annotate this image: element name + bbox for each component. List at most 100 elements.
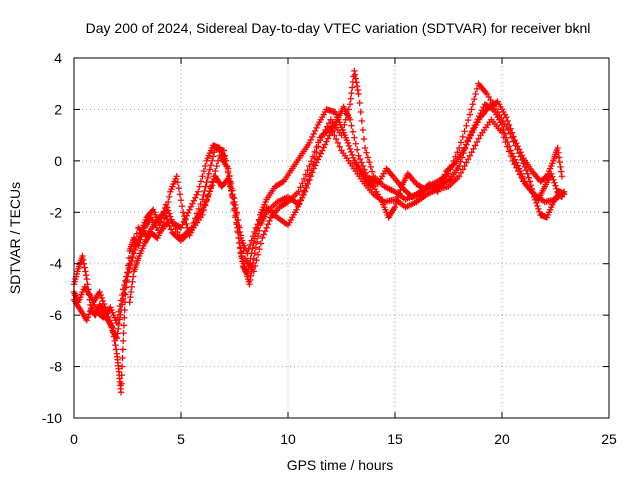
data-point [247,255,254,262]
data-point [127,293,134,301]
data-point [243,269,250,276]
data-point [293,206,300,213]
data-point [118,363,126,370]
data-point [230,194,237,201]
data-point [359,162,367,170]
data-point [259,210,267,218]
data-point [461,128,468,135]
data-point [81,264,88,271]
data-point [299,179,306,187]
tick-labels: 0 5 10 15 20 25 -10 -8 -6 -4 -2 0 2 4 [42,50,617,447]
data-point [315,139,322,146]
data-point [193,191,200,198]
data-point [204,192,212,200]
data-point [518,152,526,159]
data-point [307,136,315,144]
y-tick-label: 0 [54,153,62,169]
data-point [166,193,173,201]
data-point [133,230,140,237]
data-point [508,129,516,136]
data-point [182,216,189,224]
data-point [97,291,104,299]
data-point [441,171,449,178]
data-point [513,164,520,171]
data-point [120,329,127,337]
data-point [100,300,108,308]
data-point [253,257,260,264]
data-point [253,238,261,246]
data-point [254,251,262,258]
data-point [309,133,316,141]
data-point [129,248,136,255]
data-point [115,308,123,315]
data-point [554,144,561,152]
data-point [523,167,530,174]
data-point [353,146,361,153]
data-point [353,79,360,86]
data-point [202,162,209,170]
data-point [296,200,303,207]
data-point [237,244,244,251]
data-point [117,389,125,396]
data-point [510,133,517,140]
series-track-d [70,116,568,327]
data-point [122,277,129,285]
data-point [214,157,222,165]
data-point [197,178,205,185]
data-point [348,89,355,97]
data-point [194,188,202,195]
data-point [203,179,210,186]
data-point [396,190,403,197]
data-point [177,224,185,231]
data-point [345,142,353,150]
data-point [132,236,139,243]
data-point [181,212,188,220]
data-point [457,139,465,146]
data-point [178,203,186,210]
data-point [79,252,86,260]
data-point [504,117,511,125]
data-point [336,143,343,150]
data-point [116,302,124,310]
data-point [174,179,181,186]
data-point [142,230,149,238]
data-point [226,172,233,180]
data-point [459,133,466,141]
data-point [84,314,92,321]
data-point [310,130,317,138]
data-point [252,224,260,231]
data-point [555,149,562,156]
data-point [125,264,132,272]
data-point [261,207,269,214]
data-point [334,139,342,147]
data-point [438,178,446,185]
data-point [115,325,122,333]
data-point [461,162,468,170]
data-point [514,167,522,175]
data-point [256,245,263,253]
data-point [324,135,332,142]
data-point [464,116,472,124]
data-point [300,175,308,183]
data-point [517,149,524,156]
data-point [357,108,364,116]
data-point [307,158,315,165]
data-point [213,162,220,170]
data-point [466,111,474,118]
data-point [101,303,109,311]
data-point [119,346,127,353]
data-point [498,121,506,129]
data-point [82,268,89,275]
data-point [355,90,362,98]
data-point [316,153,323,160]
data-point [190,197,198,204]
data-point [252,244,260,251]
data-point [114,330,121,337]
data-point [358,159,365,166]
data-point [470,145,477,153]
data-point [261,227,269,235]
data-point [300,191,307,198]
data-point [251,262,259,270]
data-point [113,319,120,327]
data-point [463,141,470,148]
